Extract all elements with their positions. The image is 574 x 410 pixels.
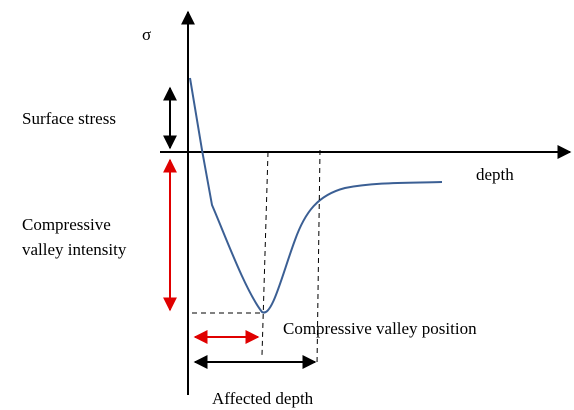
x-axis-label: depth (476, 165, 514, 184)
annotation: valley intensity (22, 240, 127, 259)
y-axis-label: σ (142, 25, 151, 44)
stress-curve (189, 77, 443, 314)
annotation: Affected depth (212, 389, 314, 408)
annotation: Compressive valley position (283, 319, 477, 338)
guide-line (261, 151, 269, 356)
annotation: Surface stress (22, 109, 116, 128)
annotation: Compressive (22, 215, 111, 234)
